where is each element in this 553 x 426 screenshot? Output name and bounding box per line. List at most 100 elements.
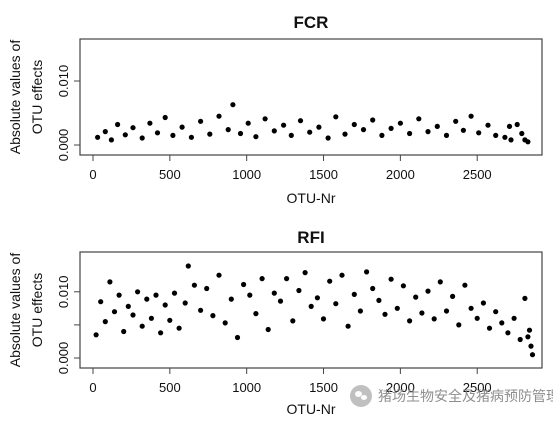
data-point	[474, 315, 480, 321]
data-point	[135, 289, 141, 295]
data-point	[222, 320, 228, 326]
data-point	[450, 293, 456, 299]
data-point	[514, 121, 520, 128]
data-point	[139, 135, 145, 141]
data-point	[102, 129, 108, 135]
data-point	[237, 130, 244, 137]
data-point	[453, 118, 459, 124]
data-point	[526, 327, 533, 333]
data-point	[468, 305, 474, 311]
x-tick-label: 0	[89, 380, 96, 395]
wechat-icon	[350, 385, 372, 407]
data-point	[271, 290, 277, 296]
data-point	[443, 308, 450, 314]
data-point	[228, 296, 234, 302]
y-axis-label-line2: OTU effects	[29, 60, 45, 134]
data-point	[357, 308, 363, 314]
data-point	[162, 114, 168, 121]
data-point	[407, 130, 413, 137]
data-point	[325, 135, 331, 141]
data-point	[456, 322, 462, 328]
data-point	[93, 332, 99, 338]
data-point	[382, 311, 388, 317]
data-point	[130, 125, 136, 131]
data-point	[529, 352, 536, 358]
data-point	[198, 307, 204, 313]
data-point	[188, 134, 194, 140]
y-tick-label: 0.000	[56, 342, 71, 375]
data-point	[419, 310, 425, 316]
x-tick-label: 500	[159, 167, 181, 182]
data-point	[376, 297, 382, 303]
data-point	[182, 300, 188, 306]
data-point	[528, 343, 534, 349]
data-point	[307, 129, 313, 135]
data-point	[158, 330, 164, 336]
x-tick-label: 2000	[386, 167, 415, 182]
watermark: 猪场生物安全及猪病预防管理	[350, 382, 553, 410]
x-axis-label: OTU-Nr	[287, 401, 336, 417]
data-point	[171, 290, 178, 296]
data-point	[98, 299, 104, 305]
data-point	[394, 305, 400, 311]
data-point	[499, 320, 505, 326]
data-point	[253, 311, 259, 317]
data-point	[339, 272, 345, 278]
data-point	[468, 113, 474, 119]
data-point	[107, 279, 113, 285]
data-point	[259, 276, 265, 282]
data-point	[277, 298, 284, 304]
data-point	[517, 336, 523, 343]
data-point	[413, 294, 419, 300]
data-point	[147, 120, 153, 126]
data-point	[302, 270, 308, 276]
y-tick-label: 0.000	[56, 129, 71, 162]
data-point	[216, 272, 222, 278]
data-point	[210, 313, 216, 319]
data-point	[271, 128, 277, 134]
data-point	[230, 102, 236, 108]
data-point	[198, 118, 204, 124]
chart-title: RFI	[297, 228, 324, 247]
watermark-text: 猪场生物安全及猪病预防管理	[378, 388, 553, 404]
data-point	[437, 279, 443, 285]
data-point	[139, 323, 145, 329]
data-point	[506, 123, 513, 129]
data-point	[116, 292, 122, 298]
data-point	[130, 312, 136, 318]
data-point	[493, 132, 499, 138]
data-point	[297, 118, 304, 124]
data-point	[241, 281, 247, 288]
data-point	[333, 114, 339, 120]
data-point	[308, 303, 314, 309]
x-tick-label: 1500	[309, 167, 338, 182]
data-point	[407, 318, 413, 324]
data-point	[493, 309, 499, 315]
plot-frame	[79, 38, 543, 156]
data-point	[460, 127, 466, 133]
data-point	[486, 325, 493, 331]
data-point	[416, 116, 422, 122]
x-axis-label: OTU-Nr	[287, 190, 336, 206]
data-point	[485, 122, 491, 128]
data-point	[179, 124, 185, 130]
data-point	[519, 130, 525, 137]
data-point	[191, 282, 197, 288]
data-point	[296, 287, 302, 294]
y-tick-label: 0.010	[56, 276, 71, 309]
data-point	[234, 334, 241, 341]
data-point	[425, 288, 431, 294]
data-point	[360, 127, 367, 133]
data-point	[370, 285, 376, 292]
x-tick-label: 2500	[463, 380, 492, 395]
data-point	[400, 283, 406, 289]
data-point	[125, 303, 131, 309]
data-point	[505, 330, 511, 336]
data-point	[253, 134, 259, 140]
data-point	[102, 319, 108, 325]
data-point	[225, 127, 231, 133]
data-point	[247, 292, 253, 298]
data-point	[522, 295, 528, 301]
data-point	[379, 132, 385, 138]
